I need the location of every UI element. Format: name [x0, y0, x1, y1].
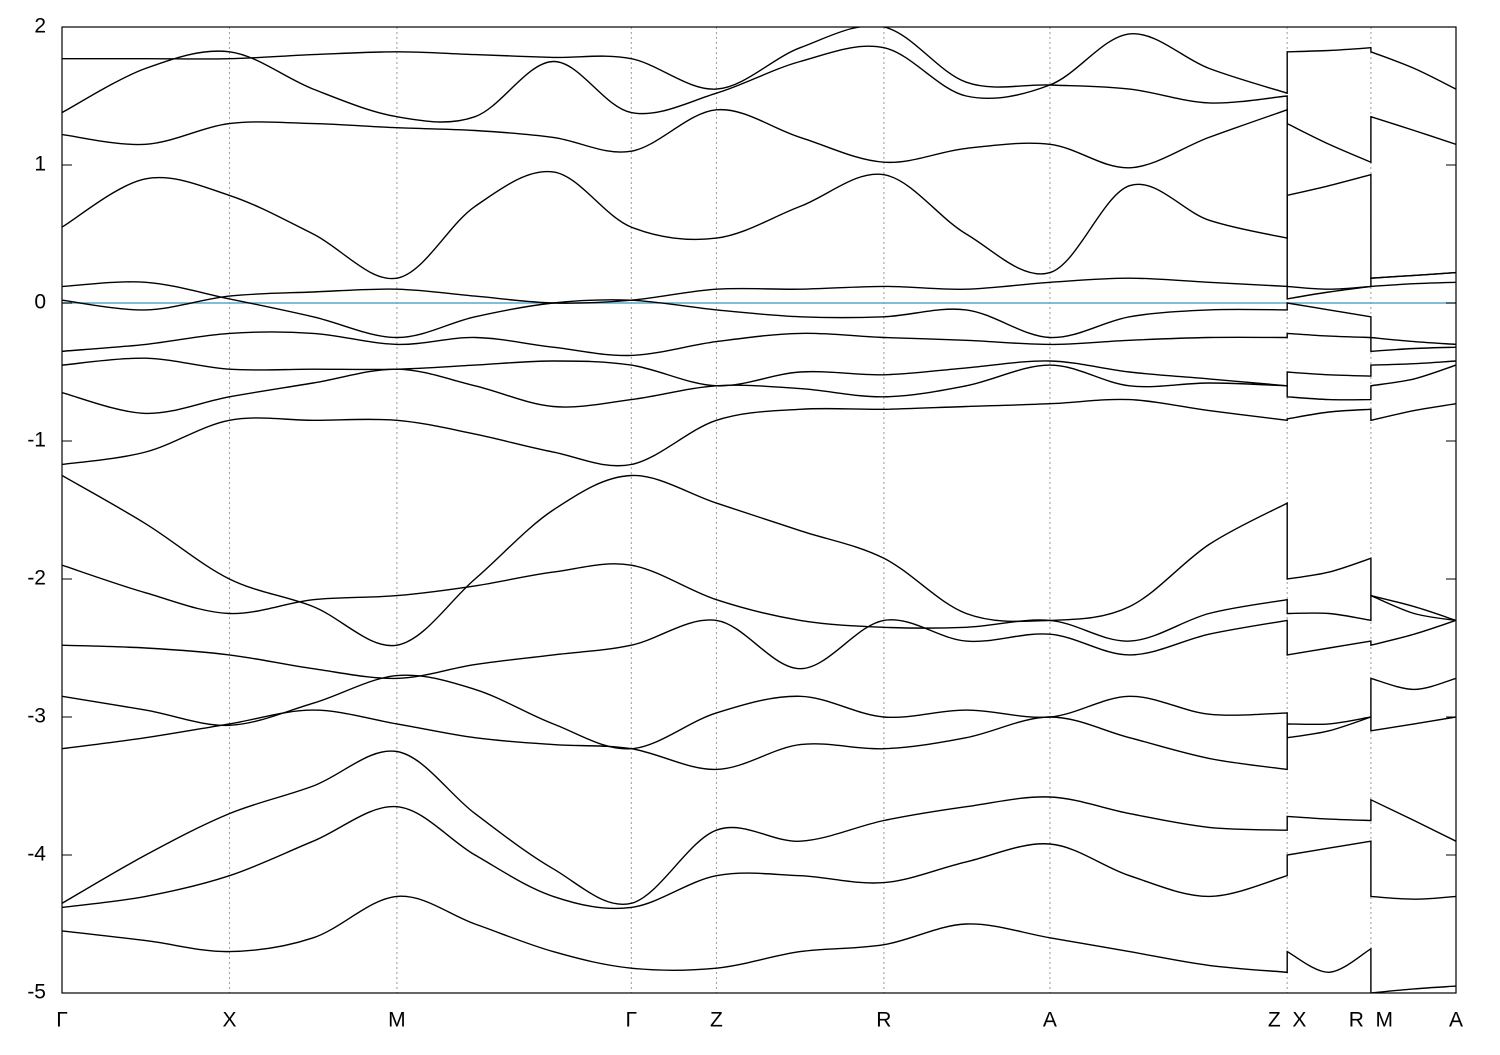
- band-line: [62, 331, 1456, 357]
- band-line: [62, 709, 1456, 771]
- x-tick-label: Z X: [1268, 1009, 1307, 1032]
- y-tick-label: -4: [27, 843, 46, 866]
- band-line: [62, 357, 1456, 387]
- band-line: [62, 805, 1456, 910]
- y-tick-label: -5: [27, 981, 46, 1004]
- band-line: [62, 750, 1456, 905]
- x-tick-label: R: [876, 1009, 891, 1032]
- band-line: [62, 398, 1456, 467]
- grid: [61, 27, 1457, 993]
- band-line: [62, 619, 1456, 680]
- x-tick-label: A: [1043, 1009, 1057, 1032]
- bands: [62, 27, 1456, 993]
- y-tick-label: 1: [34, 153, 46, 176]
- y-tick-label: -3: [27, 705, 46, 728]
- x-tick-label: R M: [1349, 1009, 1393, 1032]
- band-line: [62, 281, 1456, 346]
- band-line: [62, 108, 1456, 169]
- x-tick-label: Γ: [56, 1009, 68, 1032]
- y-tick-label: 0: [34, 291, 46, 314]
- y-tick-label: -2: [27, 567, 46, 590]
- x-tick-label: M: [388, 1009, 406, 1032]
- band-line: [62, 474, 1456, 647]
- band-line: [62, 674, 1456, 750]
- band-line: [62, 170, 1456, 280]
- y-tick-label: -1: [27, 429, 46, 452]
- band-line: [62, 563, 1456, 642]
- band-line: [62, 27, 1456, 290]
- x-tick-label: X: [222, 1009, 236, 1032]
- labels: -5 -4 -3 -2 -1 0 1 2 Γ X M Γ Z R A Z X R M A: [27, 15, 1463, 1032]
- band-line: [62, 33, 1456, 123]
- y-tick-label: 2: [34, 15, 46, 38]
- x-tick-label: A: [1449, 1009, 1463, 1032]
- band-line: [62, 271, 1456, 311]
- x-tick-label: Γ: [626, 1009, 638, 1032]
- x-tick-label: Z: [710, 1009, 723, 1032]
- plot-frame: [61, 26, 1457, 994]
- band-line: [62, 895, 1456, 993]
- band-line: [62, 364, 1456, 415]
